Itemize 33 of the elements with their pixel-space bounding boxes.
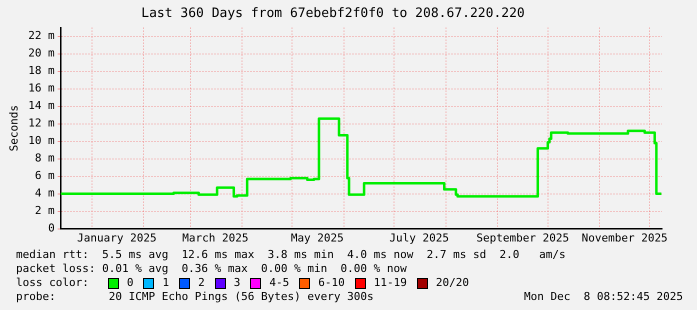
- legend-label: 4-5: [269, 276, 290, 290]
- text: median rtt: 5.5 ms avg 12.6 ms max 3.8 ms min 4.0 ms now 2.7 ms sd 2.0 am/s: [15, 248, 567, 262]
- text: packet loss: 0.01 % avg 0.36 % max 0.00 % min 0.00 % now: [15, 262, 408, 276]
- x-tick-label: January 2025: [77, 231, 157, 244]
- legend-label: 11-19: [374, 276, 407, 290]
- x-tick-label: March 2025: [182, 231, 249, 244]
- y-tick-label: 6 m: [34, 169, 56, 182]
- y-tick-label: 22 m: [28, 29, 56, 42]
- legend-label: 20/20: [436, 276, 469, 290]
- y-tick-label: 10 m: [28, 134, 56, 148]
- legend-title: loss color:: [16, 276, 89, 290]
- text: Mon Dec 8 08:52:45 2025: [524, 290, 683, 304]
- legend-label: 0: [126, 276, 134, 290]
- y-tick-label: 16 m: [28, 82, 56, 95]
- text: probe: 20 ICMP Echo Pings (56 Bytes) every 300s: [16, 290, 374, 304]
- legend-label: 6-10: [318, 276, 345, 290]
- y-tick-label: 0: [48, 222, 55, 235]
- y-tick-label: 4 m: [34, 186, 56, 200]
- legend-label: 3: [234, 276, 240, 290]
- y-tick-label: 20 m: [28, 46, 56, 60]
- y-tick-label: 18 m: [28, 64, 56, 78]
- y-tick-label: 8 m: [34, 152, 56, 165]
- legend-label: 1: [162, 276, 170, 290]
- legend-label: 2: [198, 276, 205, 290]
- y-tick-label: 2 m: [34, 204, 56, 218]
- x-tick-label: July 2025: [389, 231, 449, 244]
- x-tick-label: May 2025: [290, 231, 344, 244]
- y-tick-label: 12 m: [28, 116, 56, 130]
- chart-title: Last 360 Days from 67ebebf2f0f0 to 208.67.220.220: [141, 6, 525, 22]
- y-axis-title: Seconds: [7, 105, 20, 152]
- x-tick-label: November 2025: [582, 231, 668, 244]
- x-tick-label: September 2025: [476, 231, 570, 244]
- y-tick-label: 14 m: [28, 99, 56, 112]
